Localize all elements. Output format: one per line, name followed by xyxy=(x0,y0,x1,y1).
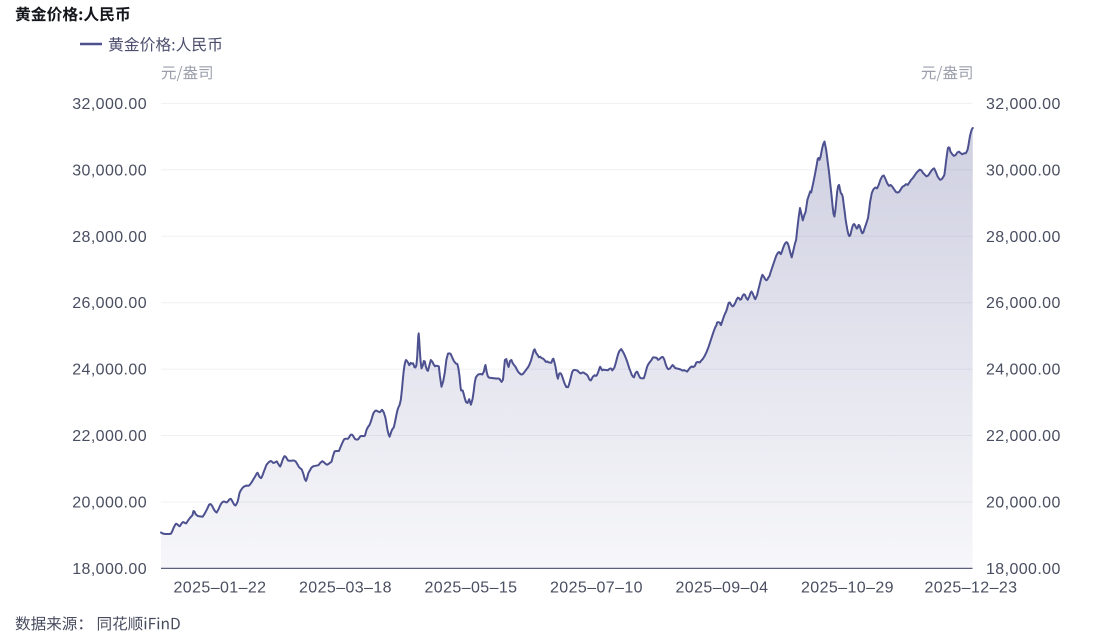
svg-text:2025–07–10: 2025–07–10 xyxy=(550,579,643,596)
svg-text:18,000.00: 18,000.00 xyxy=(72,561,147,578)
svg-text:2025–10–29: 2025–10–29 xyxy=(801,579,894,596)
svg-text:30,000.00: 30,000.00 xyxy=(986,162,1061,179)
svg-text:30,000.00: 30,000.00 xyxy=(72,162,147,179)
svg-text:2025–01–22: 2025–01–22 xyxy=(174,579,267,596)
svg-text:18,000.00: 18,000.00 xyxy=(986,561,1061,578)
svg-text:2025–05–15: 2025–05–15 xyxy=(425,579,518,596)
svg-text:32,000.00: 32,000.00 xyxy=(986,96,1061,113)
svg-text:32,000.00: 32,000.00 xyxy=(72,96,147,113)
svg-text:24,000.00: 24,000.00 xyxy=(986,362,1061,379)
svg-text:2025–03–18: 2025–03–18 xyxy=(299,579,392,596)
svg-text:26,000.00: 26,000.00 xyxy=(72,295,147,312)
svg-text:22,000.00: 22,000.00 xyxy=(986,428,1061,445)
svg-text:20,000.00: 20,000.00 xyxy=(72,495,147,512)
svg-text:2025–12–23: 2025–12–23 xyxy=(925,579,1018,596)
svg-text:26,000.00: 26,000.00 xyxy=(986,295,1061,312)
svg-text:22,000.00: 22,000.00 xyxy=(72,428,147,445)
svg-text:28,000.00: 28,000.00 xyxy=(986,229,1061,246)
svg-text:20,000.00: 20,000.00 xyxy=(986,495,1061,512)
svg-text:24,000.00: 24,000.00 xyxy=(72,362,147,379)
svg-text:2025–09–04: 2025–09–04 xyxy=(676,579,769,596)
svg-text:28,000.00: 28,000.00 xyxy=(72,229,147,246)
